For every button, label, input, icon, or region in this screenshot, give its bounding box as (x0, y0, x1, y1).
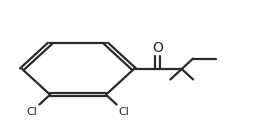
Text: O: O (152, 41, 163, 55)
Text: Cl: Cl (26, 107, 37, 117)
Text: Cl: Cl (118, 107, 129, 117)
